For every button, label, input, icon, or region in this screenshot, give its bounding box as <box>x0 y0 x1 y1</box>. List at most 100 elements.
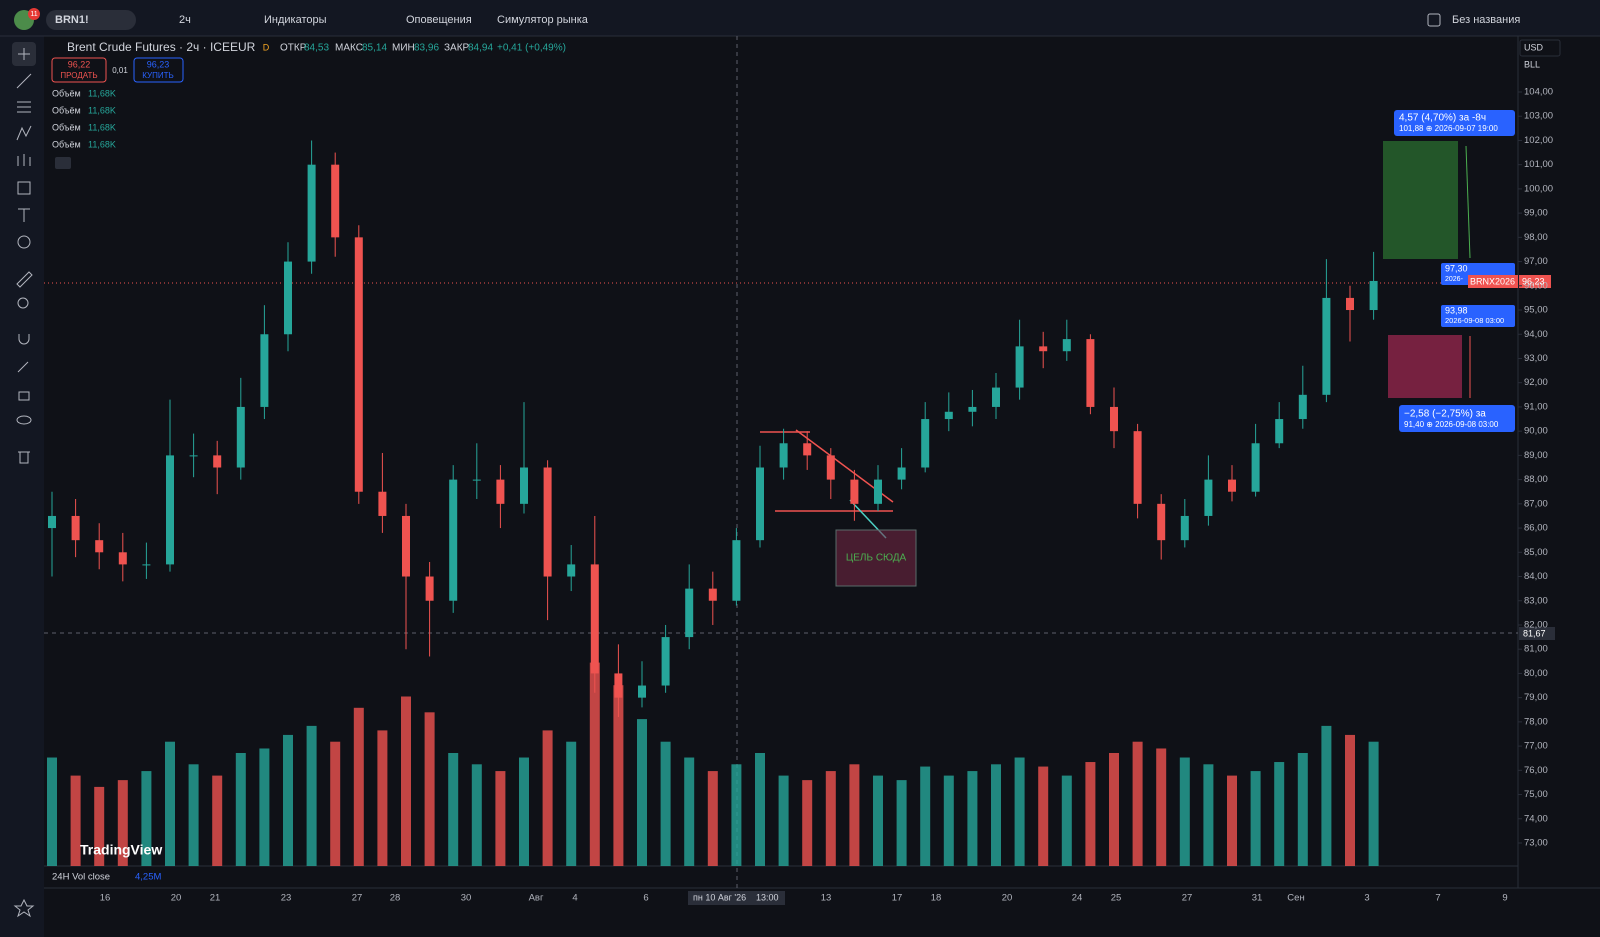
volume-bar <box>471 764 482 866</box>
volume-bar <box>1132 741 1143 866</box>
symbol-search[interactable] <box>46 10 136 30</box>
hide-tool[interactable] <box>16 415 32 425</box>
buy-button[interactable] <box>133 57 184 83</box>
candle-body <box>1062 339 1071 352</box>
volume-bar <box>283 734 293 866</box>
candle-body <box>118 552 127 565</box>
y-tick-label: 99,00 <box>1524 208 1548 219</box>
volume-bar <box>1297 753 1308 866</box>
x-tick-label: 20 <box>1002 893 1013 904</box>
candle-body <box>520 467 528 504</box>
candle-body <box>661 637 670 686</box>
candle-body <box>1369 280 1378 311</box>
volume-bar <box>1203 764 1214 866</box>
candle-body <box>708 588 717 601</box>
x-tick-label: 18 <box>931 893 942 904</box>
candle-body <box>1086 339 1095 407</box>
vol-close-label: 24H Vol close <box>52 872 110 883</box>
target-label: ЦЕЛЬ СЮДА <box>846 553 907 564</box>
x-tick-label: 6 <box>643 893 648 904</box>
candle-body <box>449 479 458 601</box>
currency-button[interactable] <box>1519 39 1561 57</box>
zoom-tool[interactable] <box>17 297 29 309</box>
symbol: BRN1! <box>55 14 89 26</box>
volume-bar <box>377 730 388 866</box>
pattern-tool[interactable] <box>16 125 32 141</box>
fib-tool[interactable] <box>17 101 31 113</box>
forecast-tool[interactable] <box>17 154 31 166</box>
volume-bar <box>235 753 246 866</box>
volume-bar <box>613 685 624 866</box>
volume-value: 11,68K <box>88 122 116 132</box>
volume-bar <box>330 741 341 866</box>
volume-value: 11,68K <box>88 105 116 115</box>
ohlc-low: 83,96 <box>414 43 439 54</box>
y-tick-label: 78,00 <box>1524 716 1548 727</box>
long-label-box <box>1394 110 1515 136</box>
volume-bar <box>141 771 152 866</box>
volume-label: Объём <box>52 139 81 149</box>
volume-bar <box>1156 748 1167 866</box>
interval: 2ч <box>179 14 191 26</box>
volume-bar <box>1179 757 1190 866</box>
shape-tool[interactable] <box>17 181 31 195</box>
short-entry: 93,98 <box>1445 305 1468 315</box>
emoji-tool[interactable] <box>17 235 31 249</box>
ohlc-high-label: МАКС <box>335 43 363 54</box>
volume-bar <box>920 766 931 866</box>
trendline-tool[interactable] <box>16 73 32 89</box>
y-tick-label: 102,00 <box>1524 135 1553 146</box>
short-entry-box <box>1441 305 1515 327</box>
text-tool[interactable] <box>18 208 30 222</box>
chart-title: Brent Crude Futures · 2ч · ICEEUR <box>67 40 256 54</box>
volume-bar <box>1274 762 1285 866</box>
magnet-tool[interactable] <box>18 334 30 345</box>
volume-bar <box>1085 762 1096 866</box>
candle-body <box>284 261 292 335</box>
candle-body <box>1157 503 1166 541</box>
unit: BLL <box>1524 59 1540 69</box>
candle-body <box>1298 394 1307 420</box>
volume-bar <box>212 775 223 866</box>
x-tick-label: 13 <box>821 893 832 904</box>
y-tick-label: 85,00 <box>1524 547 1548 558</box>
candle-body <box>543 467 552 577</box>
volume-bar <box>495 771 506 866</box>
left-toolbar <box>0 36 44 937</box>
volume-bar <box>896 780 907 866</box>
crosshair-time: пн 10 Авг '26 <box>693 892 746 902</box>
volume-label: Объём <box>52 105 81 115</box>
volume-value: 11,68K <box>88 88 116 98</box>
volume-bar <box>755 753 765 866</box>
favorites[interactable] <box>13 898 35 918</box>
ohlc-change: +0,41 (+0,49%) <box>497 43 566 54</box>
candle-body <box>590 564 599 674</box>
x-tick-label: 25 <box>1111 893 1122 904</box>
candle-body <box>48 515 56 529</box>
x-tick-label: 27 <box>1182 893 1193 904</box>
buy-label: КУПИТЬ <box>142 71 173 80</box>
candle-body <box>496 479 505 504</box>
long-arrow <box>1465 145 1471 259</box>
candle-body <box>756 467 764 541</box>
volume-bar <box>731 764 742 866</box>
y-tick-label: 98,00 <box>1524 232 1548 243</box>
layout-checkbox[interactable] <box>1427 13 1441 27</box>
candle-body <box>1133 431 1142 504</box>
sell-button[interactable] <box>51 57 107 83</box>
candle-body <box>803 443 812 456</box>
volume-bar <box>259 748 270 866</box>
y-tick-label: 82,00 <box>1524 619 1548 630</box>
sell-label: ПРОДАТЬ <box>60 71 97 80</box>
ruler-tool[interactable] <box>16 271 33 288</box>
y-tick-label: 93,00 <box>1524 353 1548 364</box>
volume-bar <box>1250 771 1261 866</box>
collapse-button[interactable] <box>55 157 71 169</box>
brush-tool[interactable] <box>17 361 29 373</box>
candle-body <box>166 455 174 565</box>
x-tick-label: 17 <box>892 893 903 904</box>
volume-bar <box>188 764 199 866</box>
delete-tool[interactable] <box>18 451 30 464</box>
lock-tool[interactable] <box>18 391 30 401</box>
